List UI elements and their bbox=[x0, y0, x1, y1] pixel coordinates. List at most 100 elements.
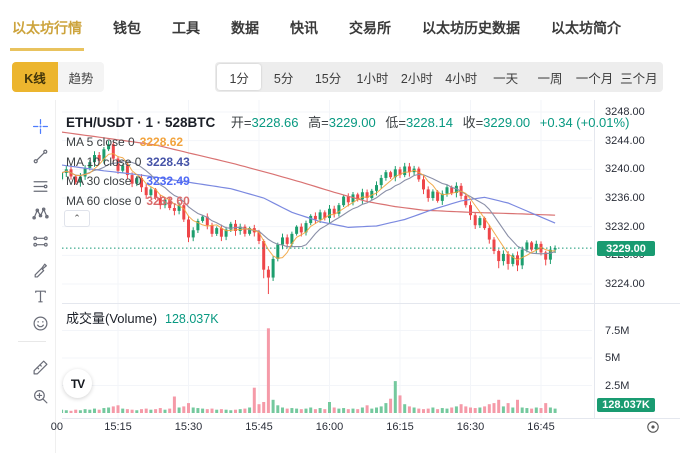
interval-tab[interactable]: 15分 bbox=[314, 71, 342, 86]
crosshair-icon bbox=[32, 118, 48, 134]
chart-type-switch: K线 趋势 bbox=[12, 62, 104, 92]
volume-bar bbox=[398, 395, 402, 413]
volume-bar bbox=[201, 408, 205, 413]
nav-item-link[interactable]: 交易所 bbox=[349, 19, 391, 36]
volume-bar bbox=[459, 404, 463, 413]
volume-axis-label: 7.5M bbox=[605, 324, 630, 337]
interval-tab[interactable]: 一周 bbox=[537, 71, 563, 86]
candlestick-chart[interactable] bbox=[62, 100, 592, 418]
interval-tab[interactable]: 1分 bbox=[217, 64, 262, 90]
price-axis-label: 3248.00 bbox=[605, 106, 645, 118]
volume-bar bbox=[379, 406, 383, 413]
candle-body bbox=[158, 198, 162, 206]
interval-tab[interactable]: 4小时 bbox=[445, 71, 478, 86]
fib-retracement-icon bbox=[33, 180, 47, 192]
candle-body bbox=[121, 165, 125, 171]
candle-body bbox=[187, 219, 190, 238]
target-icon bbox=[647, 421, 659, 433]
volume-bar bbox=[262, 402, 266, 413]
volume-bar bbox=[177, 407, 181, 413]
volume-bar bbox=[158, 408, 162, 413]
volume-bar bbox=[257, 404, 261, 413]
interval-tab[interactable]: 5分 bbox=[273, 71, 294, 86]
candle-body bbox=[201, 216, 205, 221]
emoji-tool-button[interactable] bbox=[26, 309, 54, 337]
ruler-tool-button[interactable] bbox=[26, 353, 54, 381]
nav-item-link[interactable]: 数据 bbox=[231, 19, 259, 36]
candle-body bbox=[483, 218, 487, 229]
zoom-in-icon bbox=[33, 389, 47, 403]
volume-bar bbox=[431, 407, 435, 413]
interval-tab[interactable]: 一天 bbox=[493, 71, 519, 86]
volume-bar bbox=[417, 408, 421, 413]
candle-body bbox=[299, 226, 303, 233]
nav-item-link[interactable]: 工具 bbox=[172, 19, 200, 36]
interval-tab[interactable]: 三个月 bbox=[620, 71, 658, 86]
zoom-in-tool-button[interactable] bbox=[26, 382, 54, 410]
candle-body bbox=[196, 220, 200, 231]
nav-item-link[interactable]: 以太坊简介 bbox=[551, 19, 621, 36]
trend-line-tool-button[interactable] bbox=[26, 142, 54, 170]
candle-body bbox=[168, 199, 172, 209]
collapse-legend-button[interactable]: ⌃ bbox=[64, 210, 90, 227]
pane-separator[interactable] bbox=[62, 303, 680, 304]
volume-bar bbox=[299, 409, 303, 413]
candle-body bbox=[407, 166, 411, 173]
xabcd-pattern-tool-button[interactable] bbox=[26, 199, 54, 227]
volume-bar bbox=[64, 410, 68, 413]
volume-bar bbox=[130, 409, 134, 413]
projection-tool-button[interactable] bbox=[26, 227, 54, 255]
chart-type-button[interactable]: 趋势 bbox=[58, 62, 104, 92]
text-icon bbox=[34, 290, 46, 302]
volume-bar bbox=[168, 408, 172, 413]
time-axis-border bbox=[62, 418, 680, 419]
interval-tab[interactable]: 2小时 bbox=[400, 71, 433, 86]
volume-bar bbox=[243, 408, 247, 413]
candle-body bbox=[271, 258, 275, 278]
volume-bar bbox=[140, 409, 143, 413]
volume-bar bbox=[318, 408, 322, 413]
volume-bar bbox=[97, 409, 101, 413]
volume-bar bbox=[332, 407, 336, 413]
nav-item-active[interactable]: 以太坊行情 bbox=[10, 4, 84, 51]
ma-legend-row: MA 10 close 0 3228.43 bbox=[66, 154, 190, 169]
candle-body bbox=[154, 189, 158, 199]
volume-bar bbox=[520, 407, 524, 413]
candle-body bbox=[130, 175, 134, 184]
candle-body bbox=[262, 241, 266, 270]
volume-bar bbox=[187, 403, 190, 413]
candle-body bbox=[191, 230, 195, 238]
interval-tab[interactable]: 一个月 bbox=[575, 71, 614, 86]
candle-body bbox=[318, 212, 322, 220]
crosshair-tool-button[interactable] bbox=[26, 112, 54, 140]
volume-bar bbox=[172, 396, 176, 413]
interval-tab[interactable]: 1小时 bbox=[356, 71, 389, 86]
text-tool-button[interactable] bbox=[26, 282, 54, 310]
volume-bar bbox=[93, 408, 96, 413]
ohlc-header: ETH/USDT · 1 · 528BTC 开=3228.66 高=3229.0… bbox=[66, 115, 630, 130]
volume-bar bbox=[360, 407, 364, 413]
candle-body bbox=[290, 233, 294, 244]
toolbar-divider bbox=[18, 341, 46, 342]
volume-bar bbox=[389, 398, 393, 413]
chart-type-button[interactable]: K线 bbox=[12, 62, 58, 92]
candle-body bbox=[285, 237, 289, 244]
candle-body bbox=[205, 216, 209, 226]
tradingview-logo[interactable]: TV bbox=[63, 369, 92, 398]
trend-line-icon bbox=[33, 149, 47, 163]
scroll-to-realtime-button[interactable] bbox=[646, 420, 660, 434]
nav-item-link[interactable]: 快讯 bbox=[290, 19, 318, 36]
nav-item-link[interactable]: 钱包 bbox=[113, 19, 141, 36]
fib-retracement-tool-button[interactable] bbox=[26, 172, 54, 200]
nav-item-link[interactable]: 以太坊历史数据 bbox=[422, 19, 520, 36]
candle-body bbox=[102, 149, 106, 161]
volume-bar bbox=[454, 406, 458, 413]
candle-body bbox=[281, 237, 284, 245]
candle-body bbox=[450, 187, 454, 193]
volume-bar bbox=[154, 409, 158, 413]
volume-bar bbox=[196, 408, 200, 413]
volume-bar bbox=[125, 409, 129, 413]
brush-tool-button[interactable] bbox=[26, 255, 54, 283]
top-navigation: 以太坊行情 钱包 工具 数据 快讯 交易所 以太坊历史数据 以太坊简介 bbox=[0, 0, 680, 54]
volume-bar bbox=[440, 408, 444, 413]
